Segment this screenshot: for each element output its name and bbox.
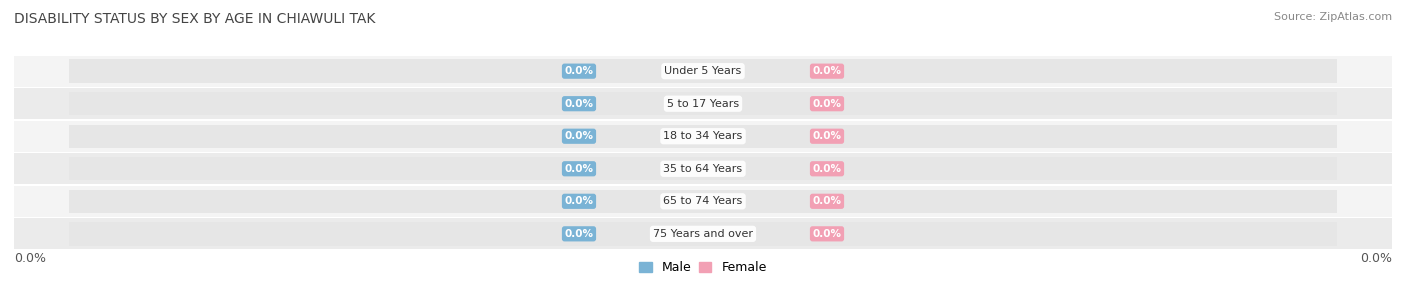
- Text: 65 to 74 Years: 65 to 74 Years: [664, 196, 742, 206]
- Bar: [14, 153, 1392, 185]
- Bar: [14, 56, 1392, 87]
- Bar: [69, 124, 1337, 148]
- Text: 0.0%: 0.0%: [813, 99, 842, 109]
- Text: 0.0%: 0.0%: [564, 196, 593, 206]
- Text: 0.0%: 0.0%: [14, 252, 46, 265]
- Legend: Male, Female: Male, Female: [634, 256, 772, 279]
- Bar: [14, 218, 1392, 249]
- Text: DISABILITY STATUS BY SEX BY AGE IN CHIAWULI TAK: DISABILITY STATUS BY SEX BY AGE IN CHIAW…: [14, 12, 375, 26]
- Text: 0.0%: 0.0%: [813, 196, 842, 206]
- Text: 35 to 64 Years: 35 to 64 Years: [664, 164, 742, 174]
- Text: 0.0%: 0.0%: [564, 131, 593, 141]
- Bar: [69, 92, 1337, 115]
- Text: 0.0%: 0.0%: [813, 164, 842, 174]
- Bar: [14, 88, 1392, 119]
- Text: 0.0%: 0.0%: [564, 229, 593, 239]
- Bar: [69, 59, 1337, 83]
- Bar: [14, 186, 1392, 217]
- Text: Under 5 Years: Under 5 Years: [665, 66, 741, 76]
- Text: 18 to 34 Years: 18 to 34 Years: [664, 131, 742, 141]
- Text: 0.0%: 0.0%: [564, 99, 593, 109]
- Text: 0.0%: 0.0%: [1360, 252, 1392, 265]
- Text: 0.0%: 0.0%: [813, 229, 842, 239]
- Text: Source: ZipAtlas.com: Source: ZipAtlas.com: [1274, 12, 1392, 22]
- Text: 0.0%: 0.0%: [564, 164, 593, 174]
- Text: 0.0%: 0.0%: [564, 66, 593, 76]
- Text: 0.0%: 0.0%: [813, 131, 842, 141]
- Text: 75 Years and over: 75 Years and over: [652, 229, 754, 239]
- Text: 5 to 17 Years: 5 to 17 Years: [666, 99, 740, 109]
- Bar: [69, 222, 1337, 246]
- Bar: [69, 190, 1337, 213]
- Text: 0.0%: 0.0%: [813, 66, 842, 76]
- Bar: [69, 157, 1337, 181]
- Bar: [14, 120, 1392, 152]
